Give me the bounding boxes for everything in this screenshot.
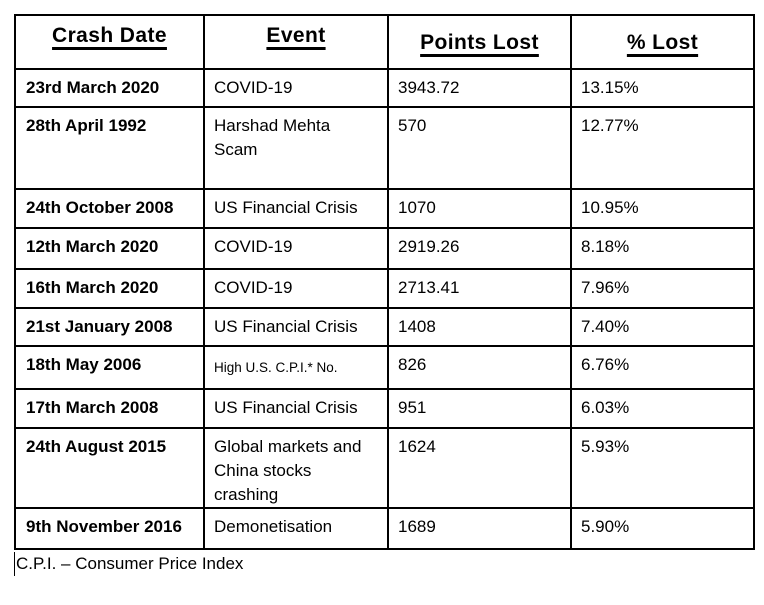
points-lost-cell: 3943.72	[387, 68, 572, 108]
document-page: Crash Date Event Points Lost % Lost 23rd…	[0, 14, 764, 605]
event-cell: Global markets and China stocks crashing	[203, 427, 389, 509]
event-cell: US Financial Crisis	[203, 188, 389, 229]
event-cell: Harshad Mehta Scam	[203, 106, 389, 190]
crash-date-cell: 21st January 2008	[14, 307, 205, 347]
points-lost-cell: 826	[387, 345, 572, 390]
table-row: 18th May 2006 High U.S. C.P.I.* No. 826 …	[14, 345, 755, 390]
table-row: 12th March 2020 COVID-19 2919.26 8.18%	[14, 227, 755, 270]
table-row: 16th March 2020 COVID-19 2713.41 7.96%	[14, 268, 755, 309]
column-header-event: Event	[203, 14, 389, 70]
event-cell: High U.S. C.P.I.* No.	[203, 345, 389, 390]
column-header-event-label: Event	[266, 24, 326, 47]
crash-date-cell: 28th April 1992	[14, 106, 205, 190]
table-row: 28th April 1992 Harshad Mehta Scam 570 1…	[14, 106, 755, 190]
points-lost-cell: 2713.41	[387, 268, 572, 309]
column-header-pct-lost: % Lost	[570, 14, 755, 70]
pct-lost-cell: 7.96%	[570, 268, 755, 309]
points-lost-cell: 1624	[387, 427, 572, 509]
pct-lost-cell: 7.40%	[570, 307, 755, 347]
crash-date-cell: 23rd March 2020	[14, 68, 205, 108]
crash-date-cell: 12th March 2020	[14, 227, 205, 270]
footnote-text: C.P.I. – Consumer Price Index	[16, 554, 244, 573]
crash-date-cell: 24th October 2008	[14, 188, 205, 229]
column-header-points-lost: Points Lost	[387, 14, 572, 70]
table-row: 24th August 2015 Global markets and Chin…	[14, 427, 755, 509]
event-cell: COVID-19	[203, 227, 389, 270]
crash-date-cell: 24th August 2015	[14, 427, 205, 509]
pct-lost-cell: 8.18%	[570, 227, 755, 270]
column-header-pct-lost-label: % Lost	[626, 31, 699, 54]
event-cell: Demonetisation	[203, 507, 389, 550]
event-cell: US Financial Crisis	[203, 307, 389, 347]
pct-lost-cell: 10.95%	[570, 188, 755, 229]
points-lost-cell: 1408	[387, 307, 572, 347]
crash-date-cell: 9th November 2016	[14, 507, 205, 550]
event-cell: COVID-19	[203, 268, 389, 309]
pct-lost-cell: 5.90%	[570, 507, 755, 550]
table-row: 21st January 2008 US Financial Crisis 14…	[14, 307, 755, 347]
pct-lost-cell: 6.03%	[570, 388, 755, 429]
pct-lost-cell: 12.77%	[570, 106, 755, 190]
header-row: Crash Date Event Points Lost % Lost	[14, 14, 755, 70]
column-header-crash-date-label: Crash Date	[52, 24, 167, 47]
pct-lost-cell: 6.76%	[570, 345, 755, 390]
crash-date-cell: 16th March 2020	[14, 268, 205, 309]
column-header-crash-date: Crash Date	[14, 14, 205, 70]
event-cell: COVID-19	[203, 68, 389, 108]
column-header-points-lost-label: Points Lost	[420, 31, 539, 54]
market-crash-table: Crash Date Event Points Lost % Lost 23rd…	[14, 14, 755, 550]
points-lost-cell: 951	[387, 388, 572, 429]
points-lost-cell: 570	[387, 106, 572, 190]
points-lost-cell: 2919.26	[387, 227, 572, 270]
crash-date-cell: 17th March 2008	[14, 388, 205, 429]
pct-lost-cell: 5.93%	[570, 427, 755, 509]
table-row: 17th March 2008 US Financial Crisis 951 …	[14, 388, 755, 429]
table-row: 24th October 2008 US Financial Crisis 10…	[14, 188, 755, 229]
crash-date-cell: 18th May 2006	[14, 345, 205, 390]
points-lost-cell: 1689	[387, 507, 572, 550]
text-cursor	[14, 551, 15, 576]
table-row: 9th November 2016 Demonetisation 1689 5.…	[14, 507, 755, 550]
points-lost-cell: 1070	[387, 188, 572, 229]
table-body: 23rd March 2020 COVID-19 3943.72 13.15% …	[14, 68, 755, 550]
footnote: C.P.I. – Consumer Price Index	[14, 550, 764, 577]
pct-lost-cell: 13.15%	[570, 68, 755, 108]
event-cell: US Financial Crisis	[203, 388, 389, 429]
table-row: 23rd March 2020 COVID-19 3943.72 13.15%	[14, 68, 755, 108]
